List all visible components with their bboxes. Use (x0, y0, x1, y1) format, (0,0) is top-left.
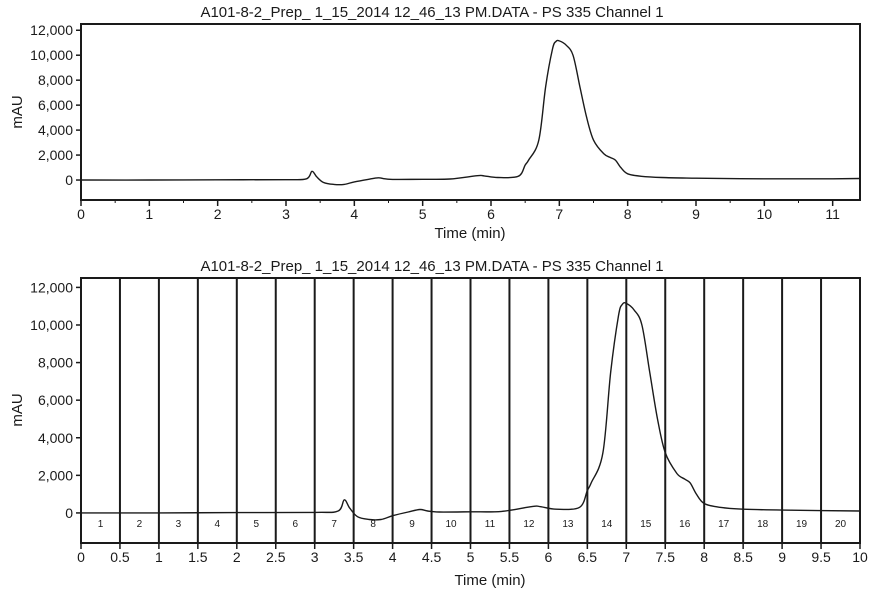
y-tick-label: 10,000 (30, 47, 73, 63)
chart-top-series-line (80, 39, 861, 186)
chart-top-plot-frame (80, 23, 861, 201)
fraction-label: 13 (562, 519, 574, 530)
y-tick-label: 12,000 (30, 279, 73, 295)
x-tick-label: 1 (145, 206, 153, 222)
fraction-label: 1 (98, 519, 104, 530)
y-tick-label: 4,000 (38, 430, 73, 446)
y-tick-label: 12,000 (30, 22, 73, 38)
x-tick-label: 0 (77, 206, 85, 222)
chart-bottom-title: A101-8-2_Prep_ 1_15_2014 12_46_13 PM.DAT… (200, 258, 663, 275)
x-tick-label: 10 (757, 206, 773, 222)
x-tick-label: 3.5 (344, 549, 364, 565)
chart-top-title: A101-8-2_Prep_ 1_15_2014 12_46_13 PM.DAT… (200, 4, 663, 21)
x-tick-label: 10 (852, 549, 868, 565)
x-tick-label: 7 (622, 549, 630, 565)
x-tick-label: 6 (545, 549, 553, 565)
y-tick-label: 2,000 (38, 467, 73, 483)
fraction-label: 3 (176, 519, 182, 530)
x-tick-label: 1.5 (188, 549, 208, 565)
x-tick-label: 4.5 (422, 549, 442, 565)
x-tick-label: 3 (282, 206, 290, 222)
fraction-label: 18 (757, 519, 769, 530)
chart-bottom-x-axis: 0 0.5 1 1.5 2 2.5 3 3.5 4 4.5 5 5.5 6 6.5 7 7.5 8 8.5 9 9.5… (77, 543, 868, 565)
y-tick-label: 0 (65, 505, 73, 521)
fraction-label: 12 (523, 519, 535, 530)
y-tick-label: 8,000 (38, 355, 73, 371)
fraction-label: 9 (409, 519, 415, 530)
fraction-label: 15 (640, 519, 652, 530)
chart-bottom: A101-8-2_Prep_ 1_15_2014 12_46_13 PM.DAT… (9, 258, 868, 589)
y-tick-label: 0 (65, 172, 73, 188)
x-tick-label: 6.5 (578, 549, 598, 565)
fraction-label: 10 (445, 519, 457, 530)
fraction-label: 17 (718, 519, 730, 530)
y-tick-label: 2,000 (38, 147, 73, 163)
x-tick-label: 5.5 (500, 549, 520, 565)
chart-top: A101-8-2_Prep_ 1_15_2014 12_46_13 PM.DAT… (9, 4, 861, 242)
chart-bottom-xlabel: Time (min) (454, 572, 525, 589)
x-tick-label: 2.5 (266, 549, 286, 565)
x-tick-label: 4 (350, 206, 358, 222)
chart-top-xlabel: Time (min) (434, 225, 505, 242)
x-tick-label: 5 (419, 206, 427, 222)
x-tick-label: 6 (487, 206, 495, 222)
y-tick-label: 10,000 (30, 317, 73, 333)
x-tick-label: 2 (233, 549, 241, 565)
y-tick-label: 6,000 (38, 392, 73, 408)
x-tick-label: 9 (692, 206, 700, 222)
chart-top-x-axis: 0 1 2 3 4 5 6 7 8 9 10 11 (77, 200, 840, 222)
x-tick-label: 0 (77, 549, 85, 565)
fraction-label: 5 (253, 519, 259, 530)
chart-bottom-ylabel: mAU (9, 393, 26, 426)
y-tick-label: 6,000 (38, 97, 73, 113)
x-tick-label: 11 (825, 206, 840, 222)
fraction-label: 8 (370, 519, 376, 530)
x-tick-label: 9 (778, 549, 786, 565)
fraction-label: 20 (835, 519, 847, 530)
x-tick-label: 1 (155, 549, 163, 565)
fraction-label: 2 (137, 519, 143, 530)
x-tick-label: 5 (467, 549, 475, 565)
fraction-label: 14 (601, 519, 613, 530)
fraction-label: 19 (796, 519, 808, 530)
fraction-label: 11 (485, 519, 496, 530)
chart-bottom-series-line (80, 302, 861, 521)
x-tick-label: 3 (311, 549, 319, 565)
x-tick-label: 4 (389, 549, 397, 565)
x-tick-label: 9.5 (811, 549, 831, 565)
fraction-label: 6 (292, 519, 298, 530)
x-tick-label: 0.5 (110, 549, 130, 565)
x-tick-label: 8 (700, 549, 708, 565)
chart-bottom-fraction-markers: 1 2 3 4 5 6 7 8 9 10 11 12 13 14 15 16 17 18 19 20 (98, 278, 847, 543)
y-tick-label: 4,000 (38, 122, 73, 138)
fraction-label: 4 (215, 519, 221, 530)
fraction-label: 7 (331, 519, 337, 530)
chart-bottom-y-axis: 0 2,000 4,000 6,000 8,000 10,000 12,000 (30, 279, 81, 521)
x-tick-label: 8 (624, 206, 632, 222)
fraction-label: 16 (679, 519, 691, 530)
x-tick-label: 8.5 (733, 549, 753, 565)
chart-top-y-axis: 0 2,000 4,000 6,000 8,000 10,000 12,000 (30, 22, 81, 188)
chart-top-ylabel: mAU (9, 95, 26, 128)
y-tick-label: 8,000 (38, 72, 73, 88)
x-tick-label: 7 (555, 206, 563, 222)
x-tick-label: 2 (214, 206, 222, 222)
x-tick-label: 7.5 (656, 549, 676, 565)
